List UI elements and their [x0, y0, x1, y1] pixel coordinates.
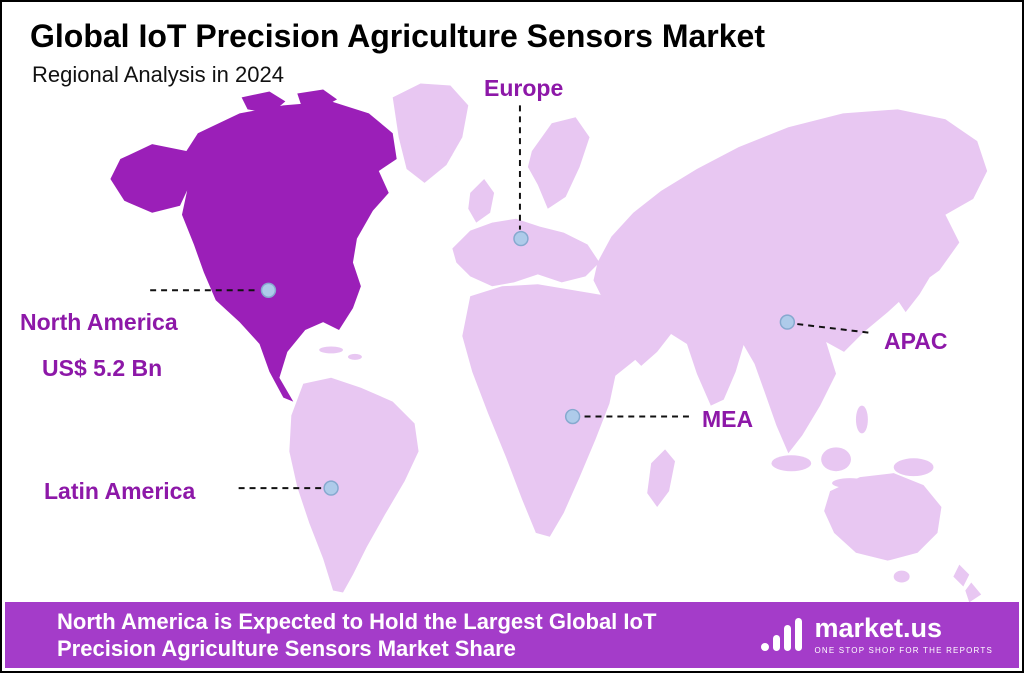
island-philippines	[855, 405, 868, 434]
brand-tagline: ONE STOP SHOP FOR THE REPORTS	[814, 646, 993, 655]
island-hispaniola	[347, 353, 362, 360]
island-cuba	[319, 346, 344, 354]
marker-north-america	[260, 282, 277, 298]
footer-headline-line1: North America is Expected to Hold the La…	[57, 608, 657, 634]
marketus-logo-icon	[761, 618, 803, 651]
page-title: Global IoT Precision Agriculture Sensors…	[30, 18, 765, 54]
region-south-america	[289, 377, 419, 593]
brand-lockup: market.us ONE STOP SHOP FOR THE REPORTS	[760, 613, 993, 657]
island-new-guinea	[893, 458, 934, 477]
brand-texts: market.us ONE STOP SHOP FOR THE REPORTS	[814, 613, 993, 656]
marker-apac	[779, 314, 796, 330]
marker-mea	[564, 408, 581, 425]
page-subtitle: Regional Analysis in 2024	[32, 62, 284, 87]
label-latin-america: Latin America	[44, 478, 196, 504]
marker-europe	[513, 230, 529, 247]
label-europe: Europe	[484, 75, 564, 101]
footer-banner: North America is Expected to Hold the La…	[5, 602, 1019, 668]
label-mea: MEA	[702, 406, 754, 432]
region-asia	[593, 109, 988, 454]
brand-name: market.us	[814, 613, 943, 643]
footer-headline-line2: Precision Agriculture Sensors Market Sha…	[57, 636, 516, 661]
region-oceania	[824, 473, 982, 603]
label-apac: APAC	[884, 328, 948, 354]
leader-apac	[797, 323, 872, 335]
value-north-america: US$ 5.2 Bn	[42, 355, 163, 381]
region-greenland	[392, 83, 469, 183]
island-tasmania	[893, 570, 910, 583]
island-java	[832, 478, 868, 489]
island-sumatra	[771, 455, 812, 472]
region-north-america	[110, 89, 397, 402]
region-europe	[428, 117, 600, 287]
label-north-america: North America	[20, 309, 178, 335]
marker-latin-america	[323, 480, 339, 496]
footer-headline: North America is Expected to Hold the La…	[57, 608, 656, 663]
island-borneo	[821, 447, 851, 472]
